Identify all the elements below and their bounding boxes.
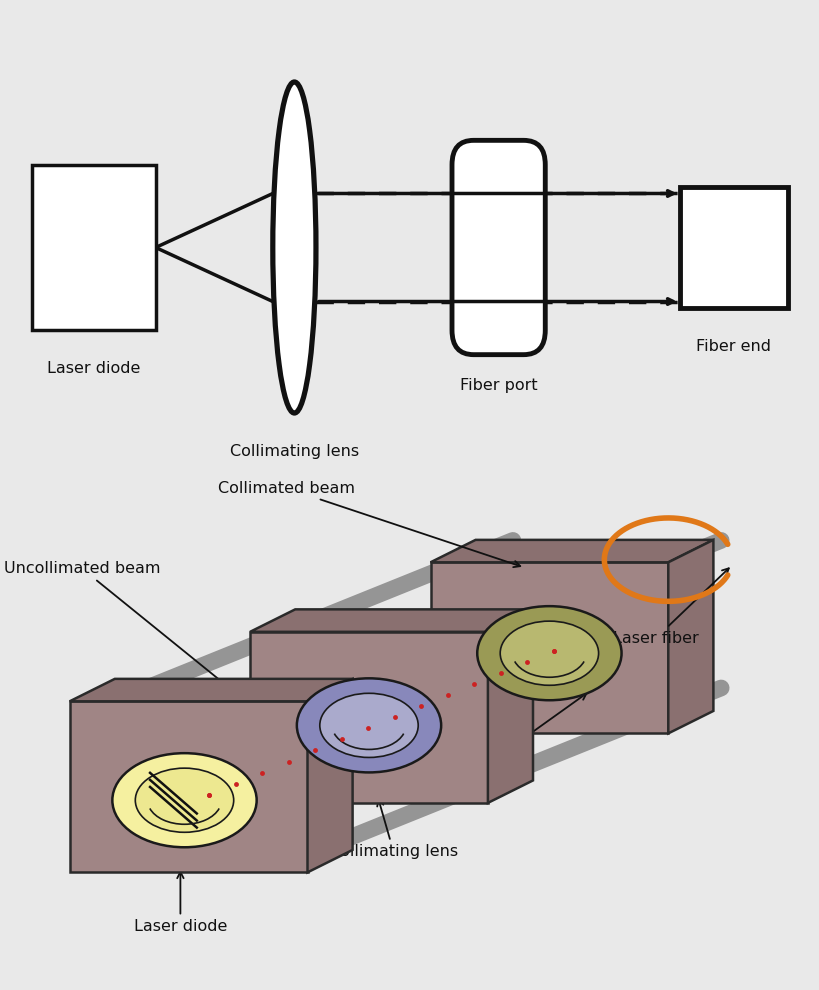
Polygon shape bbox=[487, 610, 532, 803]
Polygon shape bbox=[430, 562, 667, 734]
Text: Fiber port: Fiber port bbox=[453, 693, 586, 768]
Text: Collimating lens: Collimating lens bbox=[328, 800, 458, 859]
Text: Uncollimated beam: Uncollimated beam bbox=[4, 561, 242, 698]
Circle shape bbox=[112, 753, 256, 847]
Polygon shape bbox=[70, 679, 352, 701]
Polygon shape bbox=[307, 679, 352, 872]
Text: Laser fiber: Laser fiber bbox=[613, 568, 728, 645]
Bar bbox=[32, 164, 156, 331]
Ellipse shape bbox=[273, 82, 315, 413]
Text: Fiber end: Fiber end bbox=[695, 339, 771, 354]
Text: Laser diode: Laser diode bbox=[133, 872, 227, 935]
Polygon shape bbox=[430, 540, 713, 562]
FancyBboxPatch shape bbox=[451, 141, 545, 354]
Circle shape bbox=[135, 768, 233, 833]
Circle shape bbox=[296, 678, 441, 772]
Text: Fiber port: Fiber port bbox=[459, 378, 536, 393]
Polygon shape bbox=[70, 701, 307, 872]
Text: Laser diode: Laser diode bbox=[48, 360, 141, 376]
Text: Collimated beam: Collimated beam bbox=[218, 481, 519, 567]
Circle shape bbox=[500, 621, 598, 685]
Text: Collimating lens: Collimating lens bbox=[229, 444, 359, 458]
Circle shape bbox=[319, 693, 418, 757]
Bar bbox=[679, 186, 787, 309]
Polygon shape bbox=[667, 540, 713, 734]
Polygon shape bbox=[250, 610, 532, 632]
Circle shape bbox=[477, 606, 621, 700]
Polygon shape bbox=[250, 632, 487, 803]
